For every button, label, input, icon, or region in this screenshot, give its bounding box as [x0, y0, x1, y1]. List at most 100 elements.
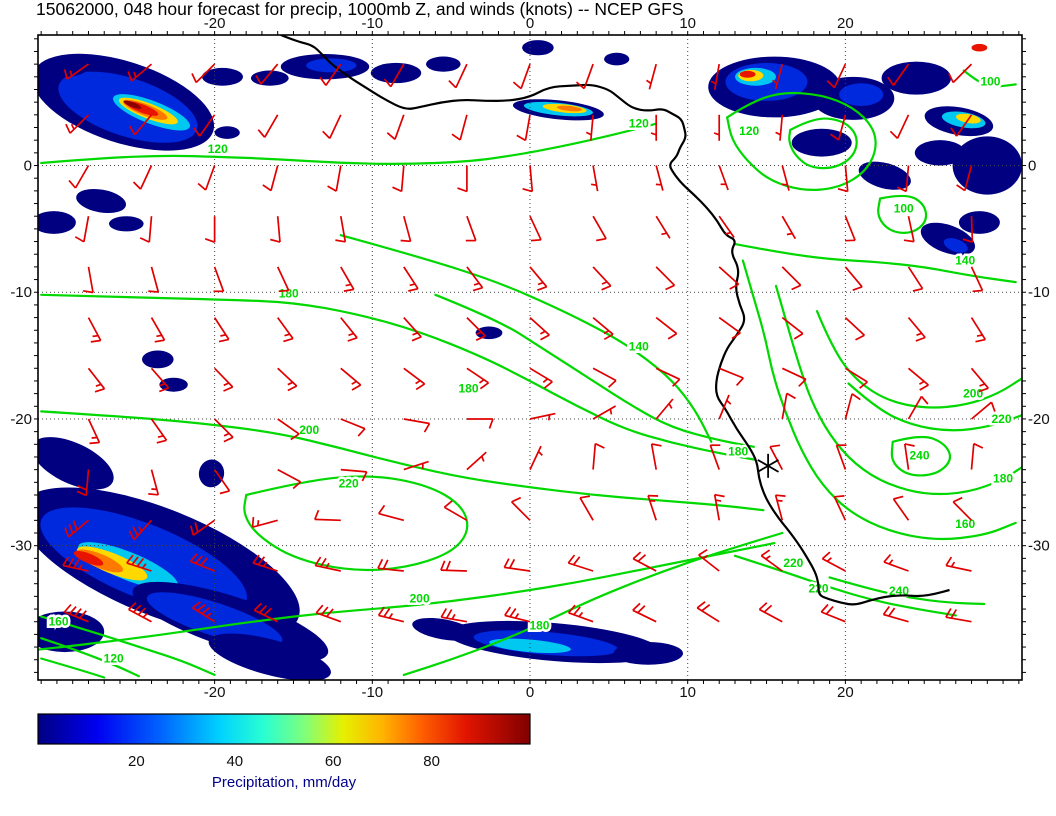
wind-barb — [251, 517, 278, 528]
wind-barb — [466, 451, 487, 471]
axes-frame-layer — [34, 31, 1026, 684]
wind-barb — [718, 266, 740, 290]
wind-barb — [781, 165, 790, 191]
precip-cell — [958, 211, 1000, 234]
wind-barb — [970, 442, 984, 470]
wind-barb — [710, 63, 721, 90]
contour-label: 200 — [963, 386, 983, 400]
wind-barb — [948, 63, 973, 84]
wind-barb — [718, 215, 735, 238]
wind-barb — [781, 367, 807, 387]
precip-cell — [522, 40, 554, 56]
contour-label: 240 — [909, 449, 929, 463]
contour-line — [890, 435, 952, 477]
station-marker-layer — [757, 453, 779, 478]
wind-barb — [592, 367, 617, 388]
wind-barb — [403, 266, 419, 292]
axis-tick-label: 20 — [837, 684, 854, 701]
wind-barb — [466, 266, 484, 292]
axis-tick-label: 10 — [679, 15, 696, 32]
wind-barb — [383, 63, 405, 88]
wind-barb — [192, 601, 216, 623]
precip-cell — [426, 56, 461, 72]
wind-barb — [440, 608, 468, 623]
asterisk-marker — [757, 459, 779, 473]
precip-cell — [791, 128, 852, 157]
contour-label: 120 — [629, 117, 649, 131]
contour-label: 220 — [991, 412, 1011, 426]
wind-barb — [319, 63, 342, 86]
precip-cell — [208, 633, 331, 680]
contour-line — [339, 234, 713, 443]
wind-barb — [504, 606, 531, 623]
wind-barb — [403, 367, 426, 391]
wind-barb — [970, 266, 984, 293]
precip-cell — [971, 43, 988, 52]
wind-barb — [213, 317, 230, 343]
precip-cell — [38, 437, 114, 490]
wind-barb — [139, 216, 153, 243]
precip-cell — [914, 140, 966, 166]
wind-barb — [907, 395, 929, 420]
wind-barb — [781, 266, 802, 291]
wind-barb — [650, 114, 658, 141]
wind-barb — [962, 216, 974, 244]
wind-barb-layer — [62, 63, 996, 623]
contour-line — [243, 475, 469, 572]
axis-tick-label: -10 — [361, 684, 383, 701]
wind-barb — [820, 603, 846, 623]
wind-barb — [466, 418, 494, 429]
wind-barb — [883, 553, 909, 572]
wind-barb — [781, 392, 796, 420]
wind-barb — [529, 367, 553, 389]
wind-barb — [522, 165, 534, 193]
contour-label: 180 — [993, 471, 1013, 485]
wind-barb — [213, 367, 234, 392]
wind-barb — [377, 606, 405, 623]
contour-label: 140 — [629, 340, 649, 354]
wind-barb — [844, 393, 861, 420]
contour-line — [815, 310, 1022, 409]
wind-barb — [214, 418, 234, 443]
contour-label: 160 — [48, 615, 68, 629]
contour-label: 180 — [279, 286, 299, 300]
wind-barb — [315, 604, 342, 623]
wind-barb — [213, 469, 231, 495]
colorbar-label: Precipitation, mm/day — [212, 774, 357, 791]
wind-barb — [655, 165, 664, 191]
wind-barb — [87, 367, 106, 393]
wind-barb — [713, 493, 725, 521]
wind-barb — [204, 216, 216, 243]
axis-tick-label: -20 — [10, 411, 32, 428]
wind-barb — [844, 215, 856, 242]
axis-tick-label: 0 — [1028, 158, 1036, 175]
wind-barb — [646, 63, 658, 90]
wind-barb — [257, 114, 279, 138]
wind-barb — [769, 444, 784, 470]
wind-barb — [340, 317, 358, 342]
wind-barb — [335, 216, 347, 243]
wind-barb — [87, 418, 101, 445]
wind-barb — [400, 215, 412, 243]
wind-barb — [970, 317, 987, 343]
wind-barb — [322, 114, 342, 140]
wind-barb — [466, 367, 490, 390]
wind-barb — [448, 63, 468, 89]
wind-barb — [340, 418, 366, 437]
contour-label: 100 — [894, 201, 914, 215]
precip-cell — [943, 238, 968, 253]
wind-barb — [758, 602, 783, 623]
wind-barb — [197, 165, 216, 191]
precip-cell — [370, 62, 422, 84]
wind-barb — [970, 401, 996, 420]
wind-barb — [821, 551, 846, 572]
axis-tick-label: 0 — [24, 158, 32, 175]
wind-barb — [945, 608, 972, 623]
wind-barb — [774, 494, 786, 521]
precip-cell — [198, 459, 225, 488]
axis-tick-label: -20 — [204, 15, 226, 32]
wind-barb — [575, 63, 594, 90]
wind-barb — [314, 556, 341, 572]
axis-tick-label: 20 — [837, 15, 854, 32]
wind-barb — [592, 215, 607, 242]
